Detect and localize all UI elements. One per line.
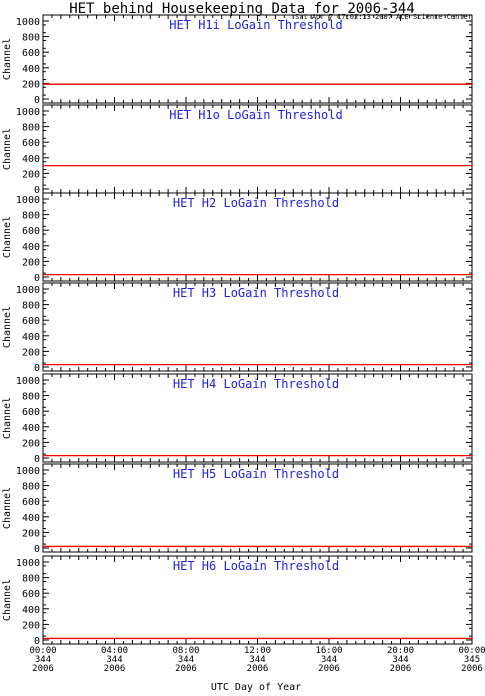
y-tick-label: 800 — [22, 211, 40, 222]
y-tick-label: 200 — [22, 528, 40, 539]
y-tick-label: 0 — [34, 185, 40, 196]
y-tick-label: 0 — [34, 95, 40, 106]
figure-title: HET behind Housekeeping Data for 2006-34… — [69, 1, 415, 17]
y-tick-label: 200 — [22, 620, 40, 631]
x-tick-label: 00:00 — [458, 646, 485, 656]
y-tick-label: 1000 — [16, 195, 40, 206]
x-tick-label: 2006 — [104, 664, 126, 674]
y-tick-label: 600 — [22, 138, 40, 149]
x-tick-label: 00:00 — [29, 646, 56, 656]
panel-title: HET H3 LoGain Threshold — [173, 286, 339, 300]
y-tick-label: 200 — [22, 79, 40, 90]
x-tick-label: 20:00 — [387, 646, 414, 656]
y-tick-label: 200 — [22, 169, 40, 180]
y-tick-label: 200 — [22, 257, 40, 268]
y-tick-label: 0 — [34, 454, 40, 465]
x-axis-label: UTC Day of Year — [211, 682, 301, 692]
y-tick-label: 1000 — [16, 285, 40, 296]
y-tick-label: 1000 — [16, 558, 40, 569]
x-tick-label: 2006 — [461, 664, 483, 674]
x-tick-label: 08:00 — [172, 646, 199, 656]
y-tick-label: 1000 — [16, 17, 40, 28]
y-axis-label: Channel — [2, 306, 13, 348]
y-tick-label: 1000 — [16, 466, 40, 477]
x-tick-label: 344 — [321, 655, 337, 665]
y-tick-label: 800 — [22, 392, 40, 403]
x-tick-label: 2006 — [390, 664, 412, 674]
y-tick-label: 200 — [22, 438, 40, 449]
x-tick-label: 344 — [249, 655, 265, 665]
y-tick-label: 800 — [22, 33, 40, 44]
panel-title: HET H1i LoGain Threshold — [169, 18, 342, 32]
x-tick-label: 344 — [35, 655, 51, 665]
y-tick-label: 600 — [22, 497, 40, 508]
y-tick-label: 400 — [22, 605, 40, 616]
y-tick-label: 0 — [34, 544, 40, 555]
panel-title: HET H2 LoGain Threshold — [173, 196, 339, 210]
y-tick-label: 800 — [22, 574, 40, 585]
y-axis-label: Channel — [2, 487, 13, 529]
y-tick-label: 200 — [22, 347, 40, 358]
panel-title: HET H6 LoGain Threshold — [173, 559, 339, 573]
y-axis-label: Channel — [2, 128, 13, 170]
x-tick-label: 12:00 — [244, 646, 271, 656]
panel-title: HET H5 LoGain Threshold — [173, 467, 339, 481]
x-tick-label: 344 — [106, 655, 122, 665]
y-tick-label: 600 — [22, 48, 40, 59]
y-axis-label: Channel — [2, 397, 13, 439]
y-tick-label: 800 — [22, 123, 40, 134]
y-tick-label: 400 — [22, 154, 40, 165]
y-axis-label: Channel — [2, 216, 13, 258]
x-tick-label: 16:00 — [315, 646, 342, 656]
y-axis-label: Channel — [2, 579, 13, 621]
y-tick-label: 0 — [34, 363, 40, 374]
y-tick-label: 1000 — [16, 107, 40, 118]
y-tick-label: 800 — [22, 301, 40, 312]
x-tick-label: 344 — [178, 655, 194, 665]
y-tick-label: 0 — [34, 636, 40, 647]
y-tick-label: 0 — [34, 273, 40, 284]
x-tick-label: 2006 — [318, 664, 340, 674]
y-tick-label: 600 — [22, 226, 40, 237]
panel-title: HET H4 LoGain Threshold — [173, 377, 339, 391]
y-tick-label: 400 — [22, 423, 40, 434]
x-axis-labels: 00:00344200604:00344200608:00344200612:0… — [29, 646, 485, 674]
x-tick-label: 2006 — [247, 664, 269, 674]
x-tick-label: 04:00 — [101, 646, 128, 656]
y-tick-label: 400 — [22, 64, 40, 75]
x-tick-label: 345 — [464, 655, 480, 665]
y-tick-label: 800 — [22, 482, 40, 493]
y-tick-label: 400 — [22, 242, 40, 253]
y-tick-label: 600 — [22, 589, 40, 600]
y-tick-label: 1000 — [16, 376, 40, 387]
y-tick-label: 400 — [22, 513, 40, 524]
x-tick-label: 344 — [392, 655, 408, 665]
x-tick-label: 2006 — [175, 664, 197, 674]
y-tick-label: 600 — [22, 316, 40, 327]
x-tick-label: 2006 — [32, 664, 54, 674]
y-tick-label: 400 — [22, 332, 40, 343]
panel-title: HET H1o LoGain Threshold — [169, 108, 342, 122]
timestamp: Sat Apr 7 17:02:13 2007 ACE Science Cent… — [295, 13, 472, 21]
y-tick-label: 600 — [22, 407, 40, 418]
y-axis-label: Channel — [2, 38, 13, 80]
